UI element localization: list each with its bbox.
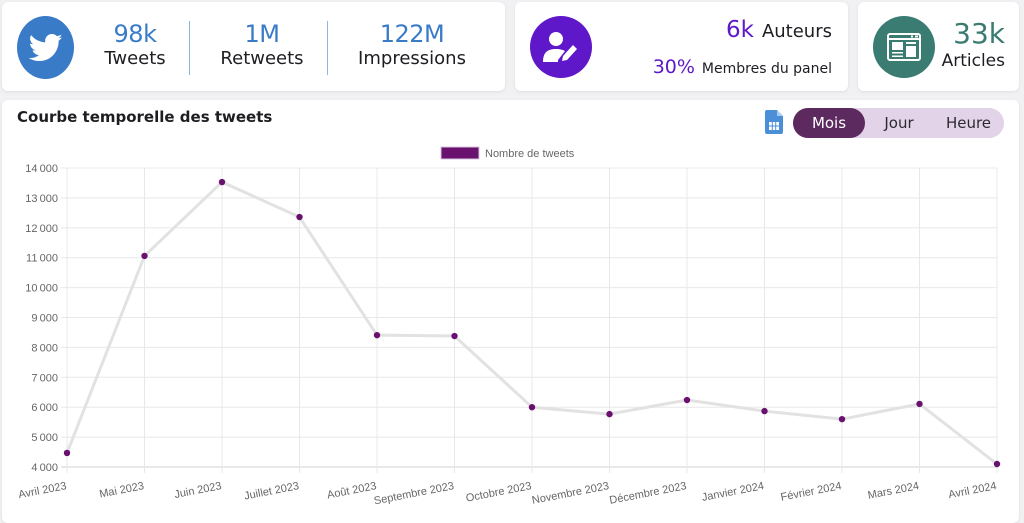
data-point[interactable]	[141, 252, 148, 260]
twitter-bird-icon	[17, 16, 74, 79]
articles-card: 33k Articles	[858, 2, 1019, 91]
x-tick-label: Mars 2024	[867, 480, 920, 502]
user-edit-icon	[530, 16, 592, 78]
x-tick-label: Octobre 2023	[465, 480, 533, 504]
authors-label: Auteurs	[761, 21, 832, 42]
divider	[189, 21, 190, 75]
chart-title: Courbe temporelle des tweets	[17, 108, 273, 126]
legend: Nombre de tweets	[440, 146, 575, 160]
period-toggle: Mois Jour Heure	[793, 108, 1004, 138]
legend-label: Nombre de tweets	[485, 148, 575, 160]
panel-label: Membres du panel	[701, 61, 832, 77]
toggle-hour[interactable]: Heure	[945, 114, 992, 132]
data-point[interactable]	[218, 178, 226, 186]
y-tick-label: 13 000	[25, 193, 58, 205]
stat-label: Retweets	[220, 48, 304, 69]
stat-value: 122M	[379, 20, 445, 48]
data-point[interactable]	[451, 332, 458, 340]
data-point[interactable]	[683, 396, 691, 404]
y-tick-label: 4 000	[31, 462, 58, 474]
stat-value: 1M	[244, 20, 280, 48]
x-axis: Avril 2023 Mai 2023 Juin 2023 Juillet 2023 A…	[17, 480, 997, 507]
data-point[interactable]	[528, 404, 536, 411]
data-point[interactable]	[63, 449, 71, 457]
y-tick-label: 5 000	[31, 432, 58, 444]
panel-members: 30% Membres du panel	[653, 56, 832, 78]
grid	[61, 167, 998, 473]
toggle-day[interactable]: Jour	[884, 114, 914, 132]
data-point[interactable]	[993, 460, 1001, 468]
x-tick-label: Juillet 2023	[243, 480, 300, 502]
stat-value: 98k	[113, 20, 157, 48]
data-point[interactable]	[838, 415, 846, 423]
y-tick-label: 11 000	[26, 253, 58, 265]
data-point[interactable]	[761, 407, 768, 415]
data-point[interactable]	[606, 410, 613, 418]
y-tick-label: 10 000	[25, 283, 58, 295]
stat-tweets: 98k Tweets	[90, 20, 180, 70]
authors-count: 6k Auteurs	[726, 17, 832, 43]
toggle-month[interactable]: Mois	[793, 108, 865, 138]
articles-label: Articles	[941, 51, 1005, 71]
articles-value: 33k	[953, 17, 1005, 50]
articles-stat: 33k Articles	[942, 18, 1005, 72]
authors-value: 6k	[726, 17, 754, 43]
stat-label: Impressions	[358, 48, 466, 69]
x-tick-label: Avril 2024	[947, 480, 997, 501]
x-tick-label: Février 2024	[780, 480, 843, 504]
y-tick-label: 12 000	[25, 223, 58, 235]
stat-impressions: 122M Impressions	[347, 20, 477, 70]
x-tick-label: Mai 2023	[98, 480, 145, 500]
series	[63, 178, 1001, 468]
x-tick-label: Juin 2023	[173, 480, 222, 501]
x-tick-label: Août 2023	[326, 480, 378, 501]
spreadsheet-file-icon[interactable]	[765, 110, 783, 134]
data-point[interactable]	[296, 213, 303, 221]
stat-label: Tweets	[104, 48, 166, 69]
y-axis: 4 000 5 000 6 000 7 000 8 000 9 000 10 000 11 0…	[25, 163, 58, 474]
x-tick-label: Décembre 2023	[608, 480, 687, 507]
chart-card: Courbe temporelle des tweets Mois Jour H…	[2, 100, 1019, 523]
y-tick-label: 9 000	[31, 313, 58, 325]
y-tick-label: 8 000	[31, 342, 58, 354]
stat-retweets: 1M Retweets	[207, 20, 317, 70]
authors-card: 6k Auteurs 30% Membres du panel	[515, 2, 848, 91]
data-point[interactable]	[916, 400, 923, 408]
x-tick-label: Janvier 2024	[701, 480, 765, 504]
data-point[interactable]	[373, 331, 381, 339]
x-tick-label: Septembre 2023	[373, 480, 455, 507]
divider	[327, 21, 328, 75]
y-tick-label: 7 000	[31, 372, 58, 384]
newspaper-icon	[873, 16, 935, 78]
stats-card: 98k Tweets 1M Retweets 122M Impressions	[2, 2, 505, 91]
y-tick-label: 14 000	[25, 163, 58, 175]
legend-swatch	[440, 146, 480, 160]
panel-value: 30%	[652, 56, 695, 78]
x-tick-label: Novembre 2023	[531, 480, 610, 507]
x-tick-label: Avril 2023	[17, 480, 67, 501]
y-tick-label: 6 000	[31, 402, 58, 414]
